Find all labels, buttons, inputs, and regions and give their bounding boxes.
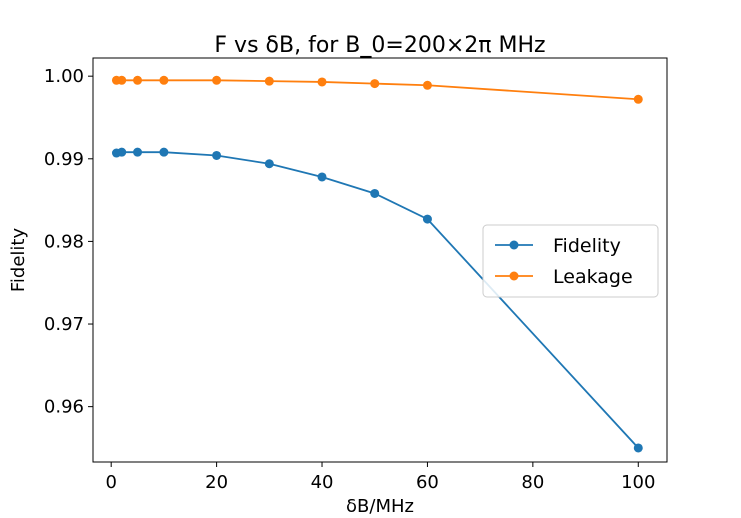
leakage-point	[370, 79, 380, 89]
x-tick-label: 40	[311, 472, 334, 493]
y-tick-label: 0.97	[44, 314, 84, 335]
leakage-point	[633, 94, 643, 104]
fidelity-point	[264, 159, 274, 169]
chart-title: F vs δB, for B_0=200×2π MHz	[214, 33, 545, 58]
y-tick-label: 0.98	[44, 231, 84, 252]
legend-marker-fidelity	[509, 240, 519, 250]
fidelity-point	[370, 188, 380, 198]
leakage-point	[264, 76, 274, 86]
x-tick-label: 60	[416, 472, 439, 493]
leakage-point	[212, 75, 222, 85]
fidelity-point	[133, 147, 143, 157]
x-axis: 0 20 40 60 80 100	[105, 462, 655, 493]
leakage-point	[159, 75, 169, 85]
leakage-point	[117, 75, 127, 85]
y-tick-label: 0.99	[44, 149, 84, 170]
x-tick-label: 80	[521, 472, 544, 493]
leakage-point	[133, 75, 143, 85]
fidelity-line	[116, 151, 639, 449]
fidelity-point	[422, 214, 432, 224]
legend-marker-leakage	[509, 271, 519, 281]
leakage-line	[116, 79, 639, 101]
fidelity-point	[633, 443, 643, 453]
series-layer	[111, 75, 643, 453]
legend-label-leakage: Leakage	[553, 266, 633, 288]
y-axis-label: Fidelity	[8, 228, 29, 293]
fidelity-point	[117, 147, 127, 157]
legend-box	[482, 224, 659, 298]
fidelity-point	[212, 150, 222, 160]
fidelity-point	[317, 172, 327, 182]
x-tick-label: 0	[105, 472, 116, 493]
x-tick-label: 100	[621, 472, 655, 493]
y-tick-label: 0.96	[44, 397, 84, 418]
y-axis: 0.96 0.97 0.98 0.99 1.00	[44, 66, 93, 418]
x-axis-label: δB/MHz	[346, 496, 414, 517]
leakage-point	[422, 80, 432, 90]
fidelity-point	[159, 147, 169, 157]
legend-label-fidelity: Fidelity	[553, 235, 621, 257]
leakage-point	[317, 77, 327, 87]
legend: Fidelity Leakage	[482, 224, 659, 298]
y-tick-label: 1.00	[44, 66, 84, 87]
x-tick-label: 20	[205, 472, 228, 493]
plot-area	[92, 57, 668, 463]
